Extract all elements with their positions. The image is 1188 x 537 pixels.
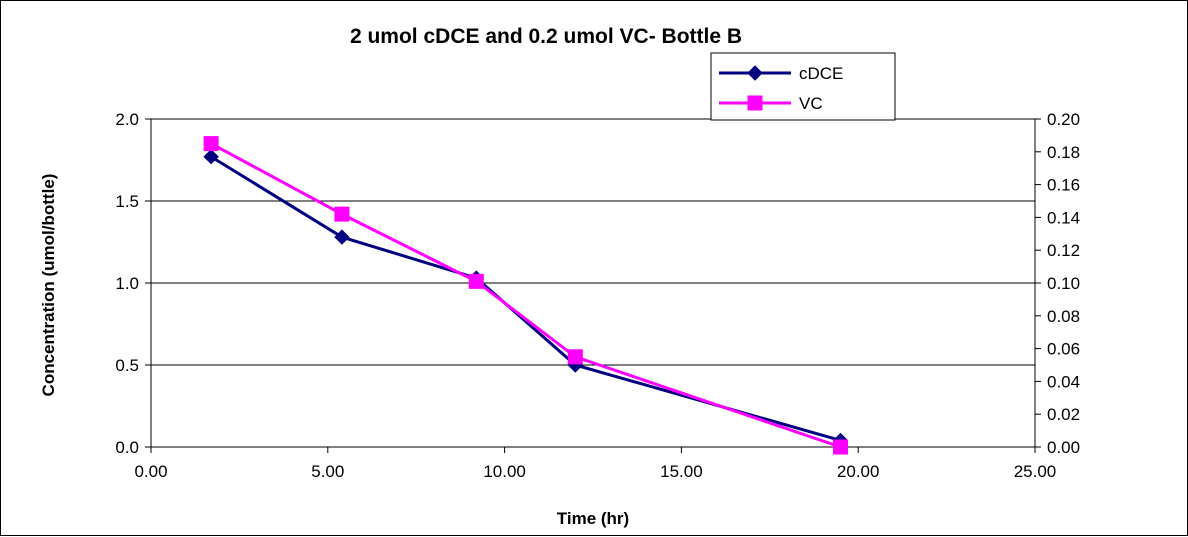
series-layer [203,136,849,455]
y2-tick-label: 0.00 [1047,438,1080,457]
axes: 0.0 0.5 1.0 1.5 2.0 0.00 0.02 0.04 0.06 0.08 0.10 0… [115,110,1080,481]
data-point-cdce [203,149,219,165]
data-point-vc [567,349,583,365]
x-tick-label: 25.00 [1014,462,1057,481]
legend-box [710,52,896,121]
y2-tick-label: 0.18 [1047,143,1080,162]
legend-marker-vc [747,95,763,111]
data-point-cdce [334,229,350,245]
y-tick-label: 0.0 [115,438,139,457]
gridlines [151,118,1035,448]
x-tick-label: 0.00 [134,462,167,481]
series-line-vc [210,142,842,449]
y2-tick-label: 0.20 [1047,110,1080,129]
series-line-cdce [210,155,841,442]
y2-tick-label: 0.12 [1047,241,1080,260]
data-point-vc [203,136,219,152]
legend-label-cdce: cDCE [799,64,843,83]
data-point-vc [334,206,350,222]
legend-marker-cdce [747,65,763,81]
legend: cDCE VC [710,52,896,121]
x-axis-label: Time (hr) [557,509,629,528]
x-tick-label: 20.00 [837,462,880,481]
y-tick-label: 2.0 [115,110,139,129]
y2-tick-label: 0.06 [1047,340,1080,359]
y-tick-label: 0.5 [115,356,139,375]
data-point-vc [833,439,849,455]
chart-title: 2 umol cDCE and 0.2 umol VC- Bottle B [350,25,742,48]
y2-tick-label: 0.10 [1047,274,1080,293]
y2-tick-label: 0.16 [1047,176,1080,195]
x-tick-label: 15.00 [660,462,703,481]
data-point-vc [468,273,484,289]
y-axis-label: Concentration (umol/bottle) [39,174,58,397]
y-tick-label: 1.0 [115,274,139,293]
y2-tick-label: 0.02 [1047,405,1080,424]
x-tick-label: 5.00 [311,462,344,481]
y2-tick-label: 0.08 [1047,307,1080,326]
y2-tick-label: 0.04 [1047,372,1080,391]
y2-tick-label: 0.14 [1047,208,1080,227]
legend-label-vc: VC [799,94,823,113]
y-tick-label: 1.5 [115,192,139,211]
x-tick-label: 10.00 [483,462,526,481]
